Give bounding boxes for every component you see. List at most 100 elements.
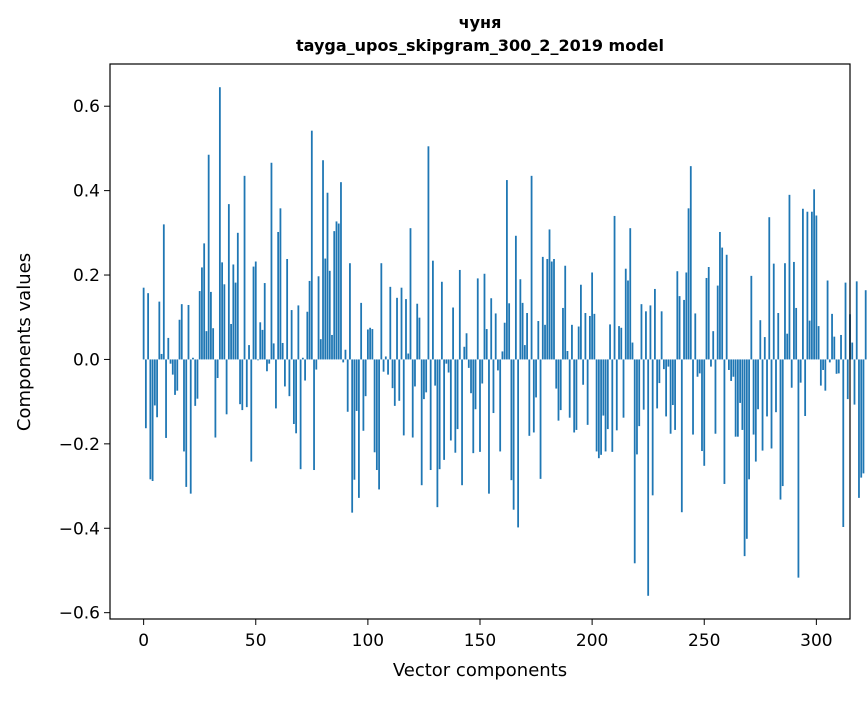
bar: [591, 272, 594, 360]
bar: [358, 359, 360, 498]
bar: [790, 359, 793, 388]
bar: [463, 346, 466, 360]
bar: [355, 359, 358, 411]
bar: [745, 359, 748, 539]
bar: [476, 278, 479, 360]
bar: [656, 359, 659, 409]
bar: [573, 359, 576, 433]
bar: [647, 359, 650, 596]
bar: [696, 359, 699, 377]
bar: [600, 359, 602, 455]
y-tick-label: −0.4: [59, 519, 100, 539]
bar: [571, 324, 573, 360]
bar: [315, 359, 318, 370]
bar: [196, 359, 199, 399]
bar: [506, 180, 508, 360]
bar: [649, 305, 652, 360]
bar: [665, 359, 668, 417]
bar: [766, 359, 768, 417]
bar: [631, 342, 634, 360]
bar: [517, 359, 520, 528]
bar: [434, 359, 437, 386]
bar: [698, 359, 701, 374]
bar: [831, 313, 833, 360]
bar: [479, 359, 481, 452]
bar: [613, 215, 616, 360]
x-tick-label: 300: [800, 631, 832, 651]
bar: [180, 304, 183, 360]
bar: [174, 359, 176, 395]
bar: [414, 359, 416, 387]
bar: [245, 359, 248, 408]
bar: [844, 282, 847, 360]
plot-frame: [109, 63, 851, 620]
bar: [669, 359, 672, 434]
bar: [216, 359, 219, 379]
bar: [510, 359, 513, 481]
bar: [360, 302, 363, 360]
bar: [501, 351, 504, 360]
bar: [550, 261, 553, 360]
bar: [400, 287, 403, 360]
bar: [687, 208, 690, 360]
bar: [781, 359, 784, 487]
bar: [864, 290, 867, 360]
bar: [301, 357, 304, 360]
bar: [456, 359, 459, 430]
bar: [344, 349, 347, 360]
bar: [189, 359, 192, 494]
bar: [391, 359, 394, 389]
bar: [674, 359, 676, 430]
bar: [559, 359, 562, 411]
bar: [795, 307, 798, 360]
bar: [218, 87, 221, 360]
bar: [335, 221, 338, 360]
bar: [754, 359, 757, 462]
bar: [277, 231, 280, 360]
bar: [582, 359, 585, 385]
bar: [806, 211, 809, 360]
bar: [514, 235, 517, 360]
bar: [586, 359, 589, 425]
bar: [371, 329, 374, 360]
bar: [822, 359, 824, 370]
bar: [317, 276, 320, 360]
bar: [548, 229, 551, 360]
bar: [719, 231, 721, 360]
bar: [826, 280, 829, 360]
bar: [793, 261, 795, 360]
bar: [165, 359, 167, 438]
bar: [198, 291, 201, 360]
bar: [467, 359, 470, 368]
bar: [162, 224, 165, 360]
bar: [835, 359, 838, 374]
bar: [387, 359, 389, 375]
bar: [257, 359, 259, 361]
bar: [319, 339, 322, 360]
bar: [432, 260, 434, 360]
bar: [730, 359, 733, 381]
bar: [840, 334, 842, 360]
bar: [802, 208, 804, 360]
bar: [714, 359, 717, 434]
bar: [739, 359, 742, 403]
bar: [310, 130, 313, 360]
bar: [227, 204, 230, 360]
bar: [748, 359, 750, 480]
bar: [333, 231, 336, 360]
bar: [340, 182, 342, 360]
bar: [817, 326, 820, 360]
bar: [290, 310, 293, 360]
x-tick-label: 0: [138, 631, 149, 651]
bar: [855, 281, 858, 360]
bar: [483, 273, 486, 360]
bar: [252, 266, 255, 360]
bar: [465, 333, 468, 360]
bar: [660, 311, 663, 360]
bar: [362, 359, 365, 431]
bar: [438, 359, 441, 470]
x-tick-label: 150: [464, 631, 496, 651]
bar: [736, 359, 739, 437]
bar: [694, 313, 697, 360]
bar: [858, 359, 860, 498]
